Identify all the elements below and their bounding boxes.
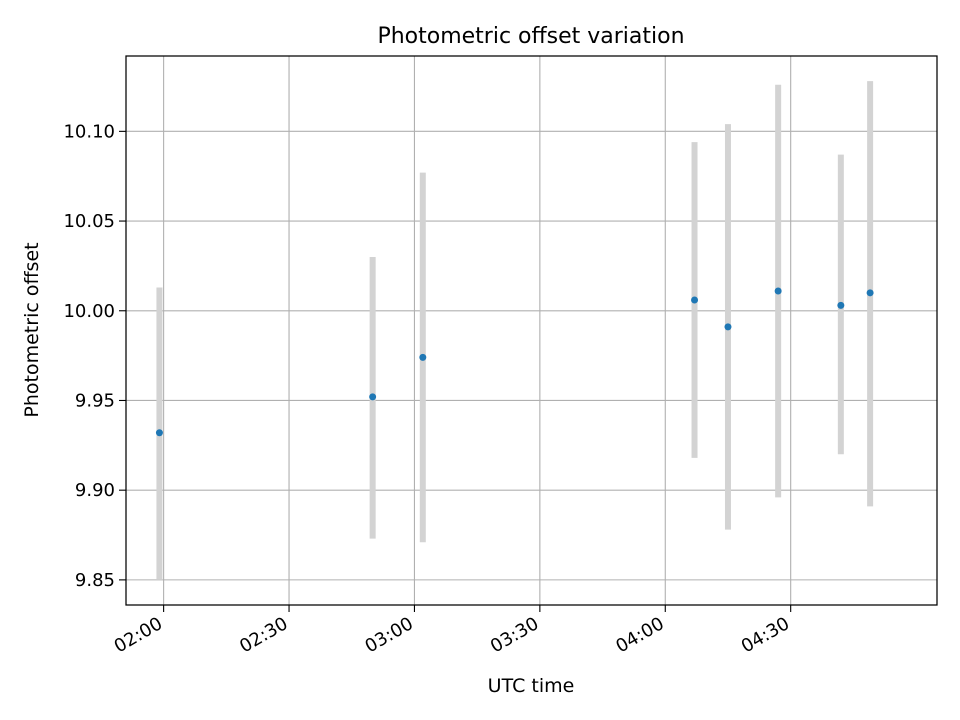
x-tick-label: 04:30 <box>738 613 793 657</box>
markers <box>155 287 874 437</box>
plot-frame <box>125 55 938 606</box>
data-point <box>774 287 782 295</box>
errorbars <box>156 81 874 580</box>
y-tick-label: 9.90 <box>75 480 115 501</box>
x-tick-label: 04:00 <box>612 613 667 657</box>
x-tick-label: 02:30 <box>236 613 291 657</box>
x-tick-label: 02:00 <box>111 613 166 657</box>
y-tick-label: 10.05 <box>63 211 115 232</box>
x-axis-ticks: 02:00 02:30 03:00 03:30 04:00 04:30 <box>111 605 793 657</box>
chart-title: Photometric offset variation <box>377 24 684 49</box>
data-point <box>155 429 163 437</box>
y-tick-label: 10.00 <box>63 301 115 322</box>
data-point <box>866 289 874 297</box>
data-point <box>369 393 377 401</box>
data-point <box>691 296 699 304</box>
x-axis-label: UTC time <box>488 675 575 697</box>
grid <box>126 56 937 605</box>
y-tick-label: 9.85 <box>75 570 115 591</box>
data-point <box>837 301 845 309</box>
y-tick-label: 9.95 <box>75 390 115 411</box>
y-tick-label: 10.10 <box>63 121 115 142</box>
x-tick-label: 03:00 <box>362 613 417 657</box>
y-axis-label: Photometric offset <box>21 242 43 417</box>
data-point <box>724 323 732 331</box>
y-axis-ticks: 9.85 9.90 9.95 10.00 10.05 10.10 <box>63 121 126 591</box>
data-point <box>419 353 427 361</box>
x-tick-label: 03:30 <box>487 613 542 657</box>
